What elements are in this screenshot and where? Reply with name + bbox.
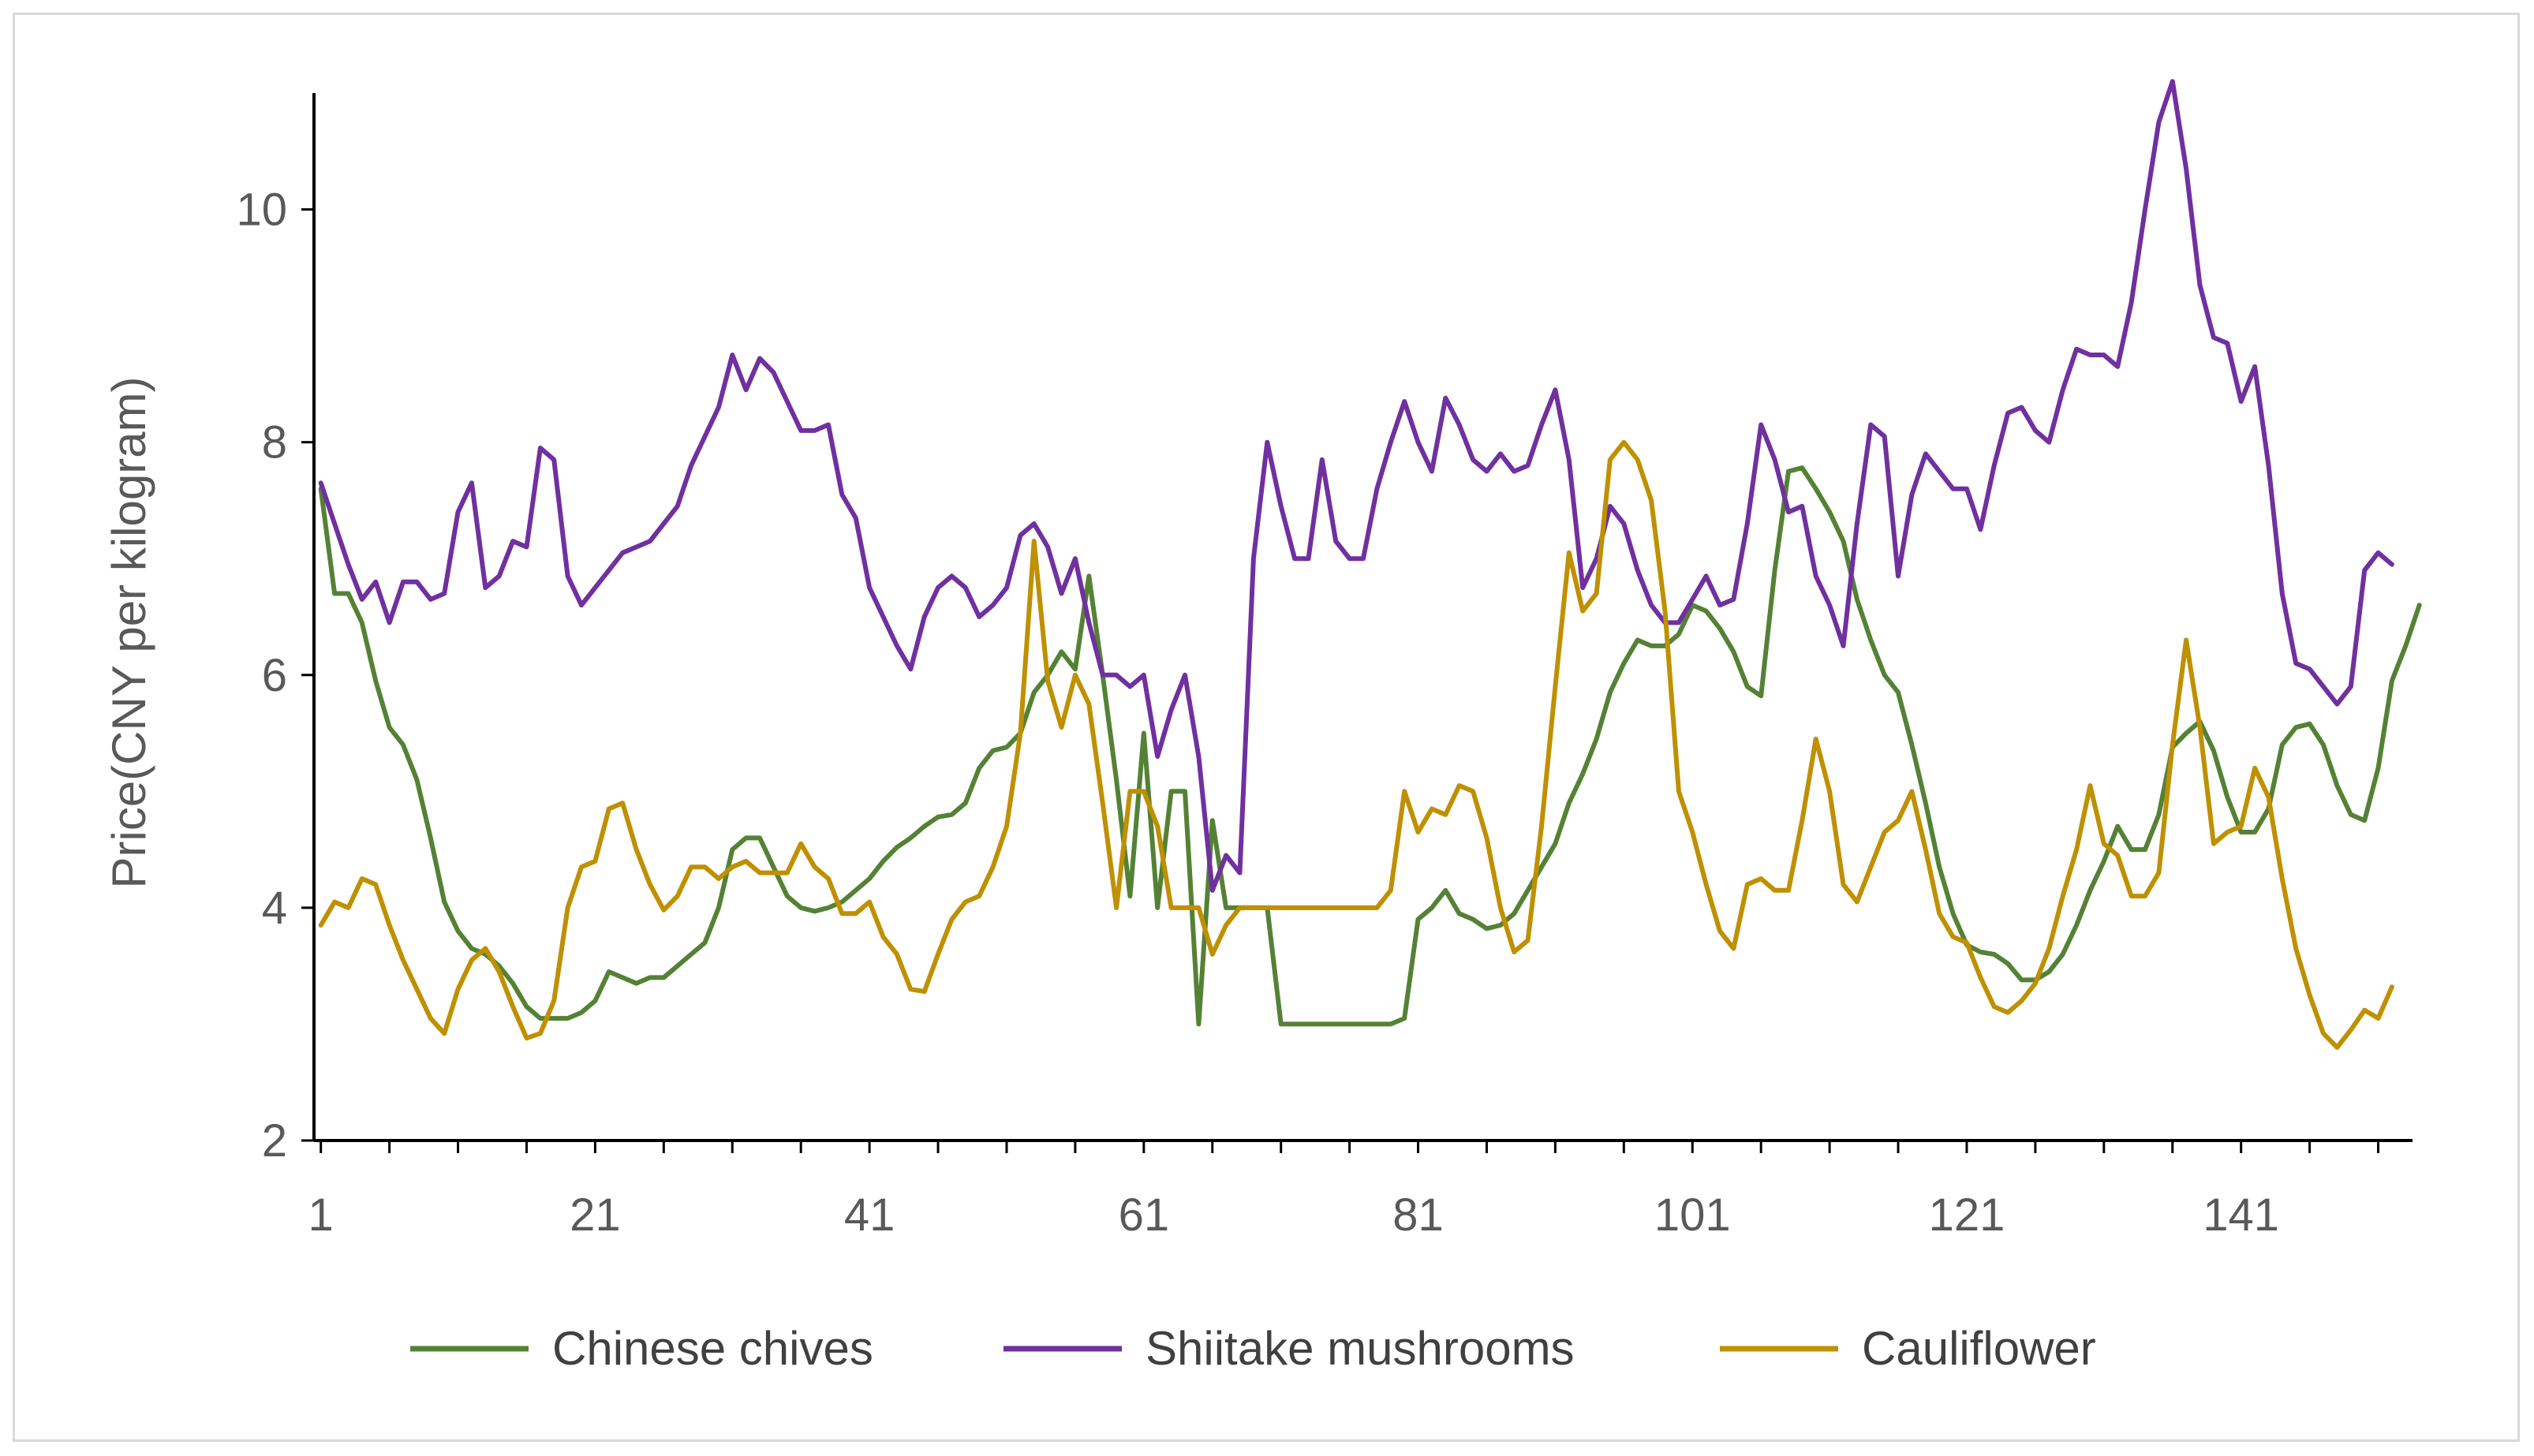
y-tick-label: 2: [262, 1115, 287, 1167]
y-tick-label: 4: [262, 883, 287, 934]
legend-label: Chinese chives: [552, 1322, 873, 1375]
chart-frame: [13, 13, 2520, 1442]
legend-label: Shiitake mushrooms: [1146, 1322, 1575, 1375]
y-axis-title: Price(CNY per kilogram): [103, 376, 155, 888]
x-tick-label: 81: [1392, 1189, 1444, 1241]
series-line-chinese-chives: [318, 465, 2422, 1027]
x-tick-label: 141: [2203, 1189, 2279, 1241]
x-tick-label: 101: [1654, 1189, 1731, 1241]
legend-item-cauliflower[interactable]: Cauliflower: [1720, 1322, 2096, 1375]
y-tick-label: 6: [262, 650, 287, 701]
x-tick-label: 61: [1119, 1189, 1170, 1241]
legend[interactable]: Chinese chives Shiitake mushrooms Cauliflo…: [410, 1322, 2096, 1375]
y-tick-label: 8: [262, 417, 287, 469]
legend-label: Cauliflower: [1862, 1322, 2096, 1375]
legend-item-chinese-chives[interactable]: Chinese chives: [410, 1322, 873, 1375]
x-tick-label: 1: [308, 1189, 334, 1241]
series-line-shiitake-mushrooms: [318, 79, 2394, 893]
y-tick-label: 10: [236, 185, 287, 236]
x-tick-label: 41: [844, 1189, 895, 1241]
series-layer: [318, 79, 2422, 1050]
axes-layer: [312, 93, 2413, 1142]
legend-item-shiitake-mushrooms[interactable]: Shiitake mushrooms: [1004, 1322, 1575, 1375]
x-tick-label: 121: [1929, 1189, 2005, 1241]
x-tick-label: 21: [570, 1189, 621, 1241]
series-line-cauliflower: [318, 439, 2394, 1050]
